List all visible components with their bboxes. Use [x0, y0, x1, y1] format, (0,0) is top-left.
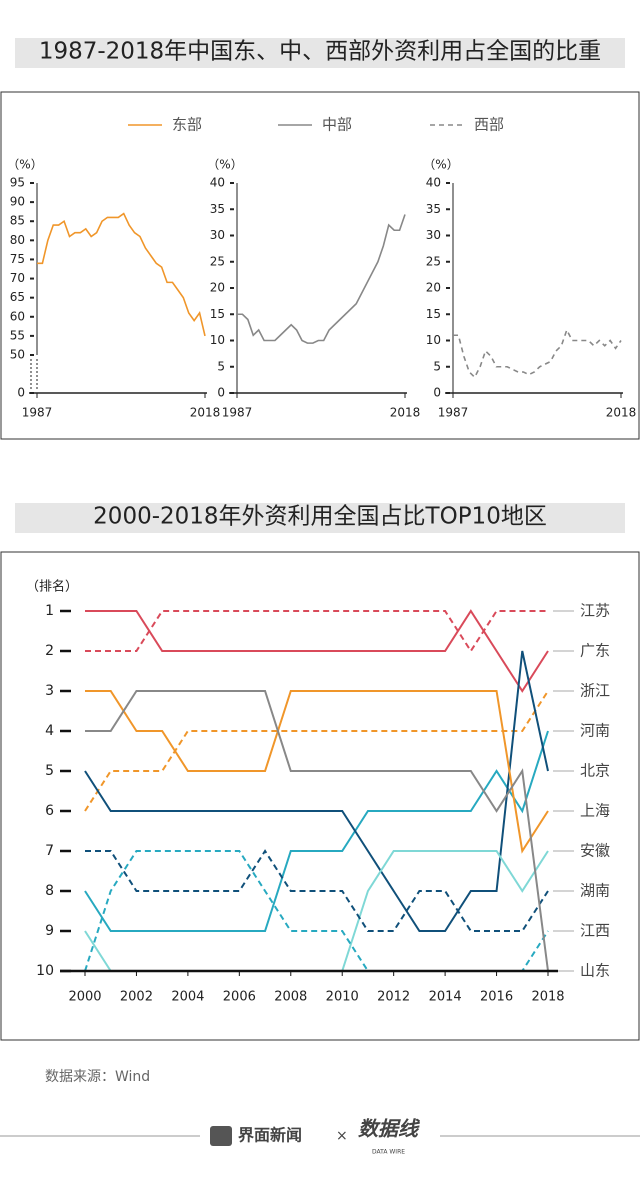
y-tick-label: 95	[10, 176, 25, 190]
y-tick-label: 0	[433, 386, 441, 400]
series-label: 上海	[580, 802, 610, 820]
y-tick-label: 70	[10, 271, 25, 285]
x-tick-label: 1987	[222, 406, 253, 420]
x-tick-label: 1987	[438, 406, 469, 420]
y-tick-label: 1	[45, 603, 54, 619]
y-tick-label: 85	[10, 214, 25, 228]
y-tick-label: 2	[45, 643, 54, 659]
y-tick-label: 15	[426, 307, 441, 321]
y-tick-label: 50	[10, 348, 25, 362]
y-tick-label: 30	[426, 228, 441, 242]
series-line	[84, 690, 549, 812]
series-label: 浙江	[580, 682, 610, 700]
y-tick-label: 40	[426, 176, 441, 190]
y-tick-label: 40	[210, 176, 225, 190]
x-tick-label: 2004	[171, 990, 204, 1005]
y-tick-label: 3	[45, 683, 54, 699]
y-tick-label: 0	[17, 386, 25, 400]
series-line	[85, 690, 549, 854]
x-tick-label: 2018	[390, 406, 421, 420]
series-line	[84, 850, 549, 972]
y-tick-label: 10	[210, 333, 225, 347]
logo-icon	[210, 1126, 232, 1146]
legend-label: 西部	[474, 116, 504, 134]
x-tick-label: 2014	[429, 990, 462, 1005]
y-tick-label: 25	[426, 254, 441, 268]
series-line	[453, 327, 622, 379]
x-tick-label: 2002	[120, 990, 153, 1005]
partner: 数据线	[358, 1117, 421, 1141]
x-tick-label: 2018	[531, 990, 564, 1005]
series-line	[84, 850, 549, 972]
y-tick-label: 10	[426, 333, 441, 347]
y-axis-label: （%）	[7, 158, 42, 172]
series-label: 江苏	[580, 602, 610, 620]
series-label: 江西	[580, 922, 610, 940]
title-band	[15, 503, 625, 533]
y-tick-label: 25	[210, 254, 225, 268]
x-tick-label: 2012	[377, 990, 410, 1005]
y-tick-label: 4	[45, 723, 54, 739]
y-axis-label: （%）	[207, 158, 242, 172]
series-label: 安徽	[580, 842, 610, 860]
x-tick-label: 1987	[22, 406, 53, 420]
panel	[0, 551, 640, 1041]
y-tick-label: 35	[426, 202, 441, 216]
y-tick-label: 60	[10, 309, 25, 323]
x-tick-label: 2010	[326, 990, 359, 1005]
y-tick-label: 5	[433, 359, 441, 373]
y-tick-label: 55	[10, 328, 25, 342]
y-tick-label: 15	[210, 307, 225, 321]
series-label: 湖南	[580, 882, 610, 900]
series-label: 北京	[580, 762, 610, 780]
series-line	[84, 730, 549, 932]
series-line	[37, 212, 206, 337]
x-tick-label: 2008	[274, 990, 307, 1005]
legend-label: 东部	[172, 116, 202, 134]
y-tick-label: 20	[426, 281, 441, 295]
title: 2000-2018年外资利用全国占比TOP10地区	[93, 504, 547, 530]
series-line	[237, 214, 406, 344]
y-tick-label: 8	[45, 883, 54, 899]
panel	[0, 91, 640, 440]
times: ×	[336, 1128, 348, 1144]
y-tick-label: 10	[36, 963, 54, 979]
series-line	[84, 650, 549, 932]
title: 1987-2018年中国东、中、西部外资利用占全国的比重	[39, 39, 601, 65]
x-tick-label: 2000	[68, 990, 101, 1005]
y-tick-label: 5	[217, 359, 225, 373]
y-tick-label: 30	[210, 228, 225, 242]
y-tick-label: 80	[10, 233, 25, 247]
y-tick-label: 9	[45, 923, 54, 939]
partner-en: DATA WIRE	[372, 1149, 405, 1156]
source: 数据来源：Wind	[45, 1069, 150, 1085]
y-axis-label: （%）	[423, 158, 458, 172]
x-tick-label: 2016	[480, 990, 513, 1005]
y-tick-label: 0	[217, 386, 225, 400]
brand: 界面新闻	[238, 1126, 302, 1145]
title-band	[15, 38, 625, 68]
x-tick-label: 2018	[190, 406, 221, 420]
x-tick-label: 2018	[606, 406, 637, 420]
y-tick-label: 75	[10, 252, 25, 266]
series-label: 山东	[580, 962, 610, 980]
y-tick-label: 65	[10, 290, 25, 304]
y-tick-label: 35	[210, 202, 225, 216]
series-label: 广东	[580, 642, 610, 660]
y-tick-label: 20	[210, 281, 225, 295]
x-tick-label: 2006	[223, 990, 256, 1005]
y-axis-label: （排名）	[26, 579, 78, 595]
legend-label: 中部	[322, 116, 352, 134]
series-line	[85, 610, 548, 653]
series-line	[85, 609, 549, 693]
y-tick-label: 5	[45, 763, 54, 779]
series-line	[85, 690, 549, 972]
y-tick-label: 7	[45, 843, 54, 859]
y-tick-label: 90	[10, 195, 25, 209]
y-tick-label: 6	[45, 803, 54, 819]
series-label: 河南	[580, 722, 610, 740]
